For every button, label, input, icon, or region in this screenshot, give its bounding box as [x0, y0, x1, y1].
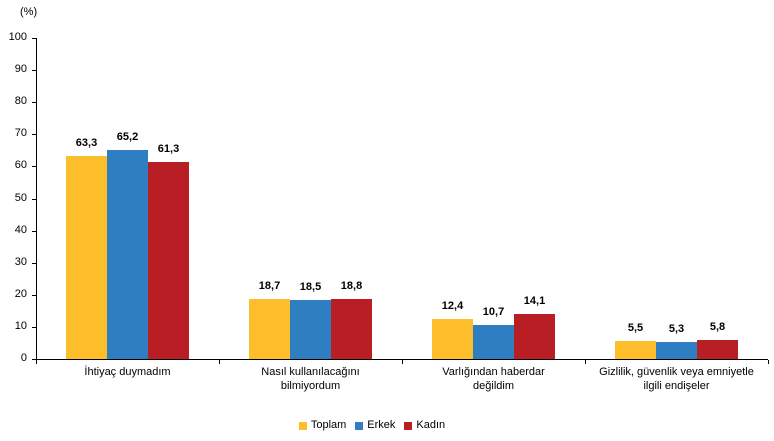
x-category-label: Nasıl kullanılacağını bilmiyordum: [261, 366, 360, 392]
y-tick-label: 80: [14, 95, 27, 108]
y-axis-tick: [32, 230, 36, 232]
legend-swatch-kadin: [404, 421, 413, 430]
bar-kadin-1: [331, 298, 372, 359]
legend-swatch-toplam: [298, 421, 307, 430]
legend-label-toplam: Toplam: [310, 419, 347, 431]
legend: Toplam Erkek Kadın: [0, 419, 774, 432]
y-axis-tick: [32, 294, 36, 296]
bar-erkek-0: [107, 149, 148, 359]
y-axis-unit-label: (%): [20, 6, 38, 18]
y-tick-label: 100: [8, 31, 27, 43]
legend-label-erkek: Erkek: [367, 419, 396, 431]
bar-value-label: 65,2: [116, 130, 139, 143]
y-axis-tick: [32, 134, 36, 136]
bar-erkek-3: [656, 341, 697, 359]
x-axis-tick: [36, 360, 37, 364]
y-tick-label: 70: [14, 127, 27, 140]
bar-toplam-0: [66, 155, 107, 359]
x-axis-line: [36, 359, 768, 360]
bar-value-label: 61,3: [157, 143, 180, 156]
bar-erkek-2: [473, 324, 514, 359]
y-tick-label: 40: [14, 223, 27, 236]
bar-value-label: 12,4: [441, 300, 464, 313]
bar-value-label: 5,8: [709, 321, 726, 334]
bar-value-label: 5,5: [627, 322, 644, 335]
bar-kadin-3: [697, 340, 738, 359]
y-tick-label: 90: [14, 63, 27, 76]
legend-label-kadin: Kadın: [416, 419, 446, 431]
bar-value-label: 63,3: [75, 136, 98, 149]
x-axis-tick: [768, 360, 769, 364]
bar-value-label: 18,7: [258, 279, 281, 292]
bar-toplam-1: [249, 298, 290, 359]
bar-toplam-3: [615, 341, 656, 359]
y-tick-label: 60: [14, 159, 27, 172]
bar-kadin-0: [148, 162, 189, 359]
legend-item-toplam: Toplam: [298, 419, 347, 432]
y-axis-tick: [32, 70, 36, 72]
y-axis-tick: [32, 166, 36, 168]
bar-value-label: 18,5: [299, 280, 322, 293]
x-axis-tick: [585, 360, 586, 364]
y-tick-label: 30: [14, 255, 27, 268]
y-tick-label: 50: [14, 191, 27, 204]
y-axis-line: [36, 38, 37, 359]
bar-value-label: 18,8: [340, 279, 363, 292]
y-axis-tick: [32, 38, 36, 39]
y-axis-tick: [32, 262, 36, 264]
legend-item-kadin: Kadın: [404, 419, 445, 432]
bar-toplam-2: [432, 319, 473, 359]
y-tick-label: 20: [14, 287, 27, 300]
x-axis-tick: [402, 360, 403, 364]
y-axis-tick: [32, 198, 36, 200]
y-tick-label: 0: [20, 352, 27, 364]
bar-value-label: 10,7: [482, 305, 505, 318]
y-axis-tick: [32, 102, 36, 104]
bar-value-label: 14,1: [523, 294, 546, 307]
legend-item-erkek: Erkek: [355, 419, 395, 432]
bar-erkek-1: [290, 299, 331, 359]
bar-value-label: 5,3: [668, 322, 685, 335]
bar-kadin-2: [514, 313, 555, 359]
x-category-label: Gizlilik, güvenlik veya emniyetle ilgili…: [599, 366, 754, 392]
legend-swatch-erkek: [355, 421, 364, 430]
x-category-label: İhtiyaç duymadım: [84, 366, 171, 378]
y-tick-label: 10: [14, 319, 27, 332]
y-axis-tick: [32, 326, 36, 328]
y-axis-tick: [32, 359, 36, 360]
x-category-label: Varlığından haberdar değildim: [442, 366, 545, 392]
x-axis-tick: [219, 360, 220, 364]
